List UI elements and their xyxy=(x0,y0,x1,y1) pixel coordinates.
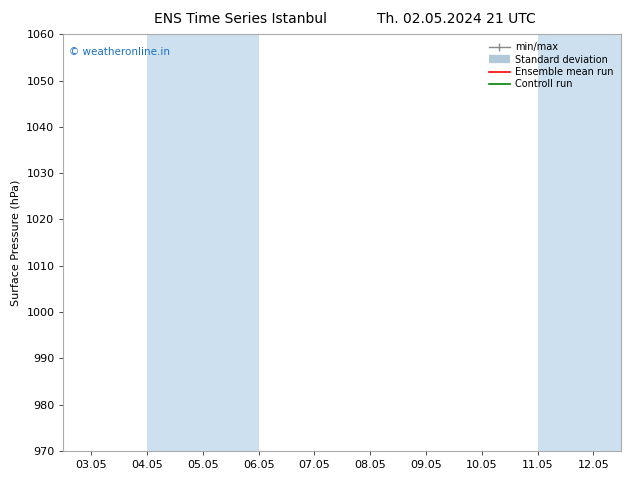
Text: Th. 02.05.2024 21 UTC: Th. 02.05.2024 21 UTC xyxy=(377,12,536,26)
Legend: min/max, Standard deviation, Ensemble mean run, Controll run: min/max, Standard deviation, Ensemble me… xyxy=(486,39,616,92)
Bar xyxy=(203,34,259,451)
Text: ENS Time Series Istanbul: ENS Time Series Istanbul xyxy=(155,12,327,26)
Bar xyxy=(147,34,203,451)
Bar xyxy=(538,34,593,451)
Text: © weatheronline.in: © weatheronline.in xyxy=(69,47,170,57)
Y-axis label: Surface Pressure (hPa): Surface Pressure (hPa) xyxy=(11,179,21,306)
Bar xyxy=(593,34,621,451)
